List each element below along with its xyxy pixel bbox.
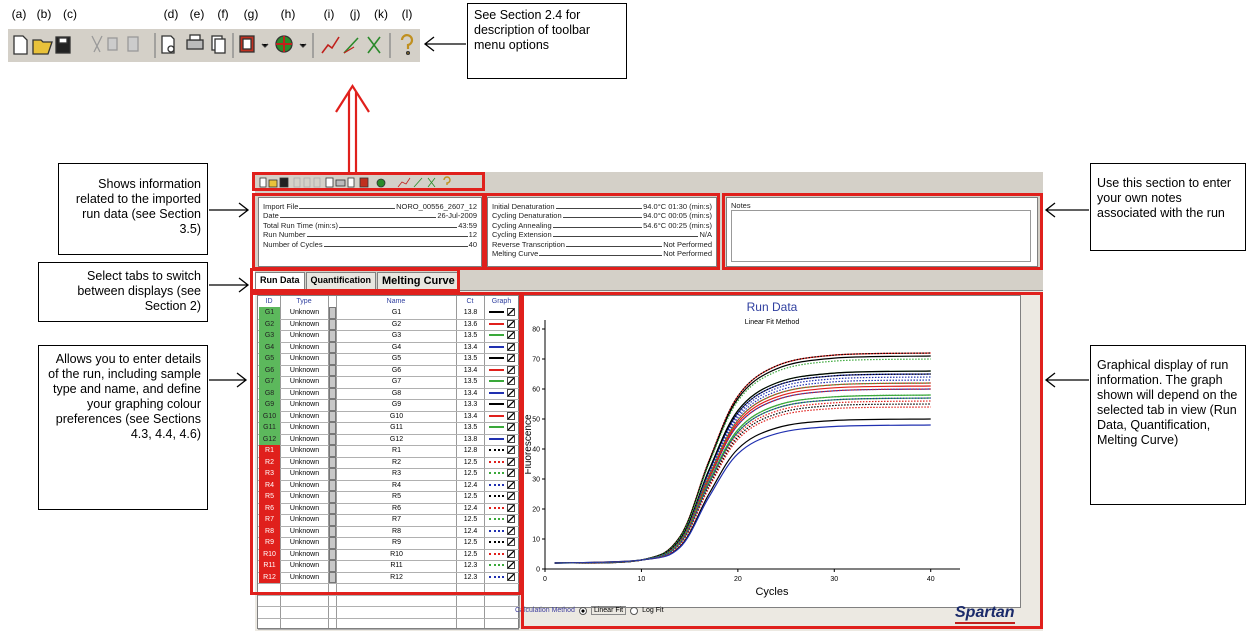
highlight (252, 193, 485, 270)
toolbar-label: (j) (350, 7, 361, 21)
toolbar-label: (h) (281, 7, 296, 21)
callout: Allows you to enter details of the run, … (38, 345, 208, 510)
toolbar-label: (c) (63, 7, 77, 21)
callout: Use this section to enter your own notes… (1090, 163, 1246, 251)
highlight (252, 172, 485, 191)
toolbar-zoom: (a) (b) (c) (d) (e) (f) (g) (h) (i) (j) (k) (l) (0, 0, 440, 66)
callout: Shows information related to the importe… (58, 163, 208, 255)
toolbar-label: (a) (12, 7, 27, 21)
row-line (258, 629, 519, 630)
toolbar-label: (k) (374, 7, 388, 21)
callout: See Section 2.4 for description of toolb… (467, 3, 627, 79)
toolbar-label: (i) (324, 7, 335, 21)
highlight (250, 268, 460, 292)
toolbar-label: (d) (164, 7, 179, 21)
row-line (258, 618, 519, 619)
highlight (250, 292, 522, 595)
callout: Select tabs to switch between displays (… (38, 262, 208, 322)
highlight (484, 193, 720, 270)
callout: Graphical display of run information. Th… (1090, 345, 1246, 505)
highlight (722, 193, 1043, 270)
toolbar-label: (g) (244, 7, 259, 21)
toolbar-label: (b) (37, 7, 52, 21)
toolbar-label: (f) (217, 7, 228, 21)
page: (a)(b)(c)(d)(e)(f)(g)(h)(i)(j)(k)(l) Imp… (0, 0, 1246, 631)
highlight (521, 292, 1043, 629)
row-line (258, 606, 519, 607)
toolbar-label: (l) (402, 7, 413, 21)
toolbar-label: (e) (190, 7, 205, 21)
